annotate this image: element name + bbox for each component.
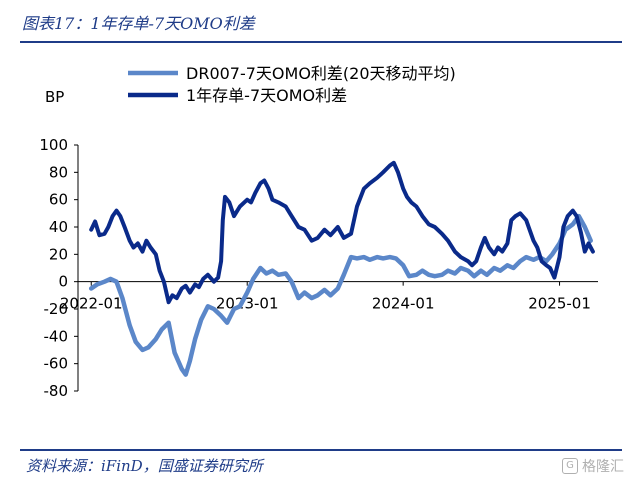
y-tick-label: 100 — [39, 136, 68, 154]
watermark: G 格隆汇 — [562, 456, 624, 476]
x-tick-label: 2025-01 — [528, 295, 591, 313]
watermark-text: 格隆汇 — [582, 459, 624, 475]
chart-title: 图表17：1年存单-7天OMO利差 — [22, 14, 255, 33]
y-tick-label: -80 — [44, 382, 69, 400]
bottom-rule — [20, 449, 622, 451]
y-tick-label: 60 — [49, 191, 68, 209]
y-tick-label: 20 — [49, 245, 68, 263]
source-note: 资料来源：iFinD，国盛证券研究所 — [26, 457, 263, 475]
y-tick-label: -20 — [44, 300, 69, 318]
series-line-1 — [88, 213, 593, 377]
legend-label-2: 1年存单-7天OMO利差 — [186, 86, 347, 105]
y-tick-label: 80 — [49, 163, 68, 181]
x-tick-label: 2022-01 — [60, 295, 123, 313]
y-axis-label: BP — [45, 88, 65, 106]
top-rule — [20, 41, 622, 43]
series-line-2 — [89, 160, 595, 305]
legend-label-1: DR007-7天OMO利差(20天移动平均) — [186, 64, 456, 83]
watermark-logo-icon: G — [562, 458, 578, 474]
y-tick-label: 0 — [58, 273, 68, 291]
y-tick-label: -60 — [44, 355, 69, 373]
line-chart: -80 -60 -40 -20 0 20 40 60 80 100 2022-01 2023-01 20… — [39, 64, 598, 400]
x-tick-label: 2023-01 — [216, 295, 279, 313]
y-tick-label: 40 — [49, 218, 68, 236]
x-tick-label: 2024-01 — [372, 295, 435, 313]
y-tick-label: -40 — [44, 327, 69, 345]
